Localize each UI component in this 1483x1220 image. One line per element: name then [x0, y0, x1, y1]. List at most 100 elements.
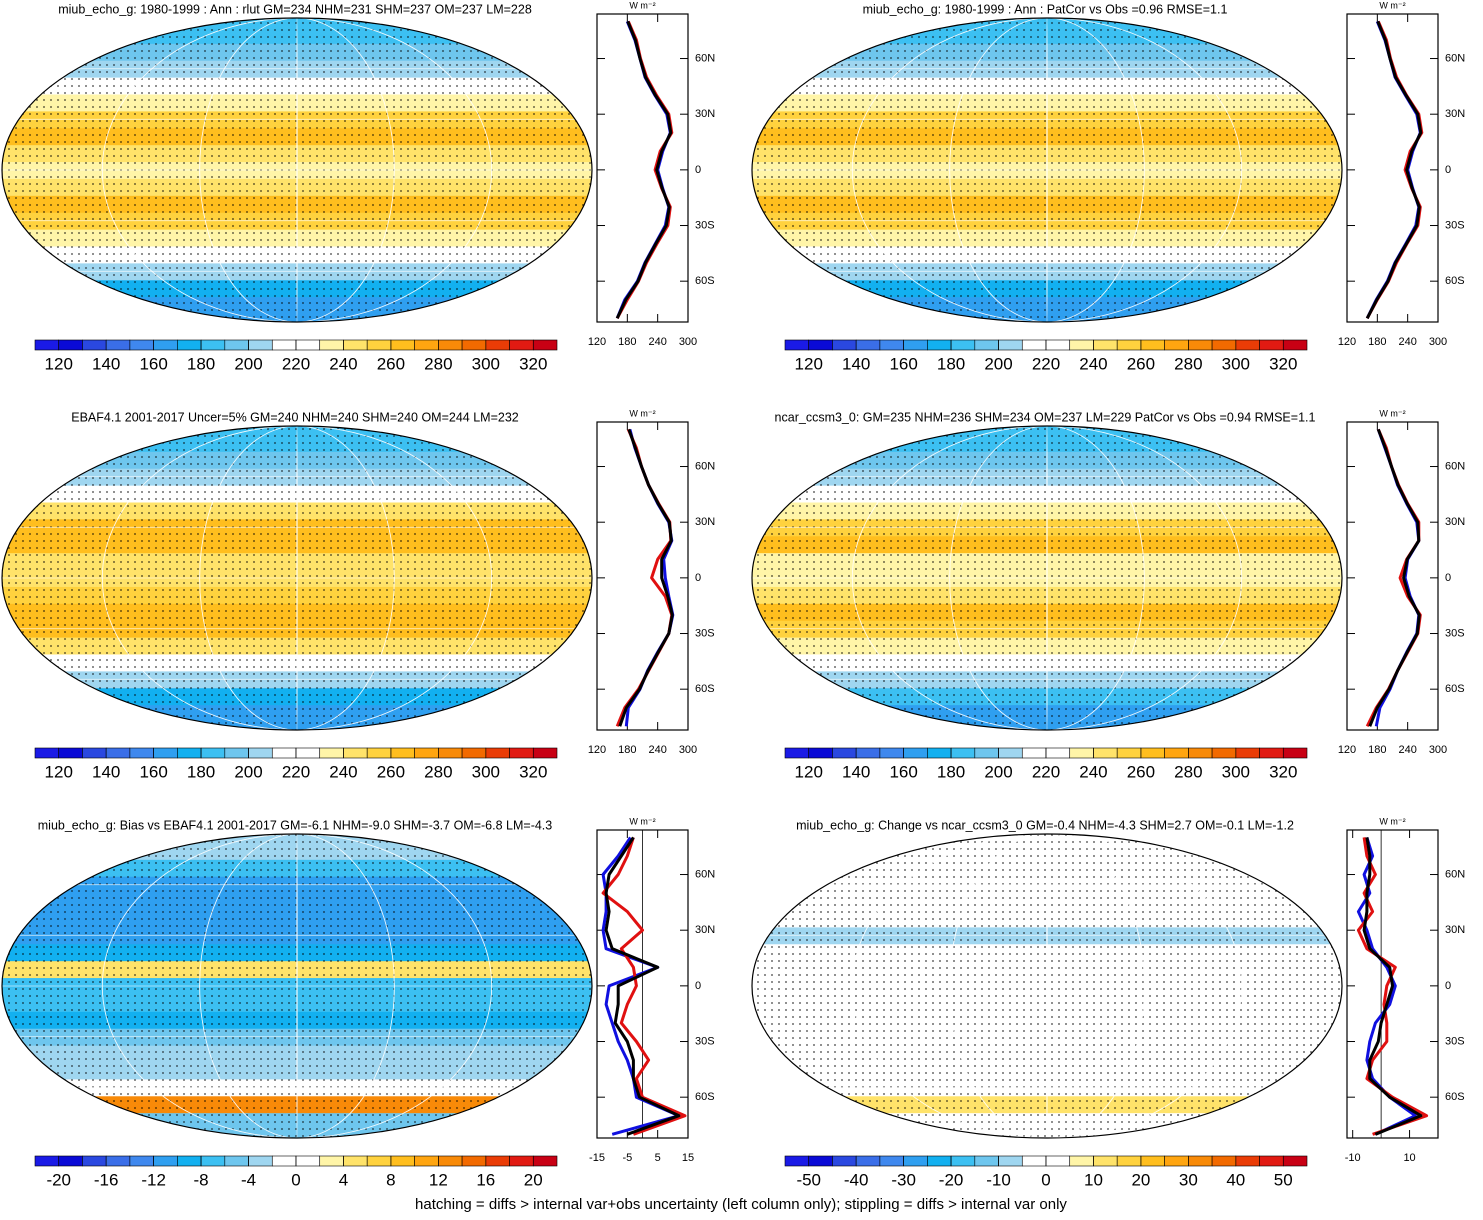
colorbar-box [366, 747, 392, 759]
colorbar-box [1235, 747, 1260, 759]
colorbar-label: 240 [1079, 354, 1107, 373]
colorbar-box [1116, 1155, 1142, 1167]
colorbar-box [343, 747, 368, 759]
colorbar-label: 200 [234, 354, 262, 373]
colorbar-box [1140, 339, 1165, 351]
graticule [199, 426, 395, 730]
graticule [101, 426, 493, 730]
colorbar-label: 120 [795, 354, 823, 373]
colorbar-label: 0 [1041, 1170, 1050, 1189]
colorbar-label: -8 [194, 1170, 209, 1189]
panel: EBAF4.1 2001-2017 Uncer=5% GM=240 NHM=24… [1, 408, 715, 781]
profile-line [604, 836, 681, 1136]
colorbar-box [1045, 1155, 1071, 1167]
colorbar-box [1140, 747, 1165, 759]
colorbar-box [1282, 339, 1308, 351]
x-tick-label: 240 [648, 744, 666, 756]
x-tick-label: 300 [1429, 336, 1447, 348]
colorbar-box [1069, 1155, 1094, 1167]
colorbar-box [808, 339, 833, 351]
colorbar-box [82, 1155, 107, 1167]
y-tick-label: 30N [1445, 516, 1465, 528]
colorbar-box [927, 1155, 952, 1167]
units-label: W m⁻² [629, 816, 655, 826]
colorbar-label: 200 [234, 762, 262, 781]
colorbar-label: 140 [842, 762, 870, 781]
colorbar-box [1116, 339, 1142, 351]
colorbar-box [1093, 1155, 1118, 1167]
y-tick-label: 30N [1445, 924, 1465, 936]
x-tick-label: 15 [682, 1152, 694, 1164]
graticule [949, 834, 1145, 1138]
colorbar-box [153, 747, 178, 759]
colorbar-label: 12 [429, 1170, 448, 1189]
colorbar-box [998, 747, 1023, 759]
units-label: W m⁻² [629, 0, 655, 10]
colorbar-box [343, 1155, 368, 1167]
y-tick-label: 60S [1445, 1091, 1465, 1103]
colorbar-box [832, 339, 857, 351]
y-tick-label: 30S [1445, 627, 1465, 639]
y-tick-label: 30S [695, 219, 715, 231]
graticule [949, 426, 1145, 730]
colorbar-box [784, 339, 810, 351]
graticule [101, 18, 493, 322]
y-tick-label: 60N [695, 868, 715, 880]
colorbar-box [1188, 1155, 1213, 1167]
colorbar-box [855, 747, 881, 759]
graticule [296, 834, 298, 1138]
graticule [199, 834, 395, 1138]
colorbar-label: 160 [139, 762, 167, 781]
colorbar-label: 300 [472, 354, 500, 373]
colorbar-box [1045, 747, 1071, 759]
colorbar-box [1140, 1155, 1165, 1167]
profile-line [618, 428, 674, 727]
panel: miub_echo_g: 1980-1999 : Ann : PatCor vs… [751, 0, 1465, 373]
colorbar-box [927, 747, 952, 759]
map-border [751, 833, 1343, 1139]
colorbar-label: 120 [45, 762, 73, 781]
colorbar-box [58, 339, 83, 351]
colorbar-label: 260 [377, 762, 405, 781]
colorbar-label: 8 [386, 1170, 395, 1189]
colorbar-box [1116, 747, 1142, 759]
profile-frame [1346, 13, 1439, 323]
colorbar-box [82, 339, 107, 351]
colorbar-box [414, 747, 439, 759]
colorbar-label: 10 [1084, 1170, 1103, 1189]
y-tick-label: 60S [695, 683, 715, 695]
x-tick-label: 10 [1403, 1152, 1415, 1164]
colorbar-label: 120 [45, 354, 73, 373]
colorbar-box [998, 339, 1023, 351]
x-tick-label: 180 [618, 744, 636, 756]
y-tick-label: 30S [1445, 1035, 1465, 1047]
colorbar-label: -16 [94, 1170, 119, 1189]
y-tick-label: 60S [1445, 275, 1465, 287]
colorbar-label: 160 [139, 354, 167, 373]
profile-frame [1346, 829, 1439, 1139]
colorbar-box [105, 1155, 131, 1167]
profile-line [1374, 428, 1421, 727]
x-tick-label: 300 [1429, 744, 1447, 756]
colorbar-label: 220 [282, 762, 310, 781]
colorbar-box [105, 747, 131, 759]
colorbar-box [532, 1155, 558, 1167]
panel-title: miub_echo_g: 1980-1999 : Ann : rlut GM=2… [58, 2, 532, 16]
colorbar-box [295, 747, 321, 759]
colorbar-box [903, 1155, 928, 1167]
colorbar-label: 260 [1127, 762, 1155, 781]
y-tick-label: 30N [695, 108, 715, 120]
colorbar-label: 300 [1222, 354, 1250, 373]
colorbar-label: 220 [282, 354, 310, 373]
colorbar-box [319, 747, 344, 759]
colorbar-label: 260 [1127, 354, 1155, 373]
colorbar-box [319, 1155, 344, 1167]
colorbar-box [509, 747, 534, 759]
colorbar-box [879, 339, 904, 351]
colorbar-label: 20 [1131, 1170, 1150, 1189]
colorbar-box [1211, 747, 1237, 759]
colorbar-label: 280 [1174, 354, 1202, 373]
profile-line [1368, 428, 1421, 727]
graticule [1046, 18, 1048, 322]
